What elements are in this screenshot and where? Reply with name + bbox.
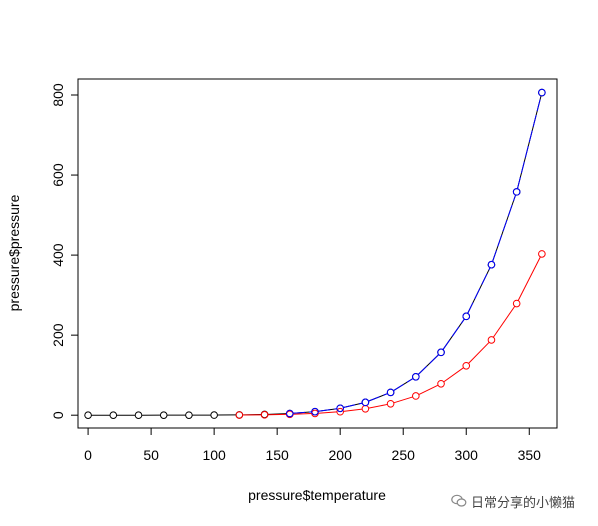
data-point <box>235 411 244 419</box>
data-point <box>361 398 370 407</box>
series-line-segment <box>293 411 312 414</box>
watermark-text: 日常分享的小懒猫 <box>471 495 576 511</box>
data-point <box>260 411 269 419</box>
data-point <box>487 336 496 344</box>
data-point <box>210 411 218 419</box>
data-point <box>361 404 370 413</box>
series-1 <box>84 88 546 419</box>
x-tick-label: 250 <box>392 447 416 463</box>
x-tick-label: 200 <box>329 447 353 463</box>
x-tick-label: 150 <box>265 447 289 463</box>
data-point <box>386 399 395 408</box>
data-point <box>462 361 471 370</box>
series-line-segment <box>318 411 337 414</box>
y-tick-label: 600 <box>50 163 66 187</box>
series-line-segment <box>343 402 363 409</box>
series-line-segment <box>418 384 439 395</box>
x-tick-label: 0 <box>84 447 92 463</box>
data-point <box>134 411 143 419</box>
x-tick-label: 300 <box>455 447 479 463</box>
data-point <box>437 348 445 357</box>
data-point <box>412 372 420 381</box>
data-point <box>512 299 521 308</box>
data-point <box>84 411 92 419</box>
series-line-segment <box>368 393 388 402</box>
data-point <box>437 379 445 388</box>
watermark: 日常分享的小懒猫 <box>451 492 576 511</box>
y-axis: 0 200 400 600 800 <box>50 83 79 419</box>
series-line-segment <box>492 194 517 262</box>
plot-frame <box>77 78 558 429</box>
series-layer <box>84 88 546 419</box>
series-line-segment <box>442 318 465 350</box>
data-point <box>285 409 294 418</box>
y-axis-label: pressure$pressure <box>6 194 22 311</box>
data-point <box>336 407 344 416</box>
series-line-segment <box>516 95 542 189</box>
series-line-segment <box>468 341 490 364</box>
series-line-segment <box>517 256 541 301</box>
series-line-segment <box>417 354 440 375</box>
series-line-segment <box>318 408 337 412</box>
data-point <box>487 260 496 269</box>
data-point <box>538 88 546 97</box>
series-line-segment <box>343 408 363 412</box>
data-point <box>311 407 319 416</box>
series-2 <box>235 250 546 419</box>
series-line-segment <box>393 396 413 404</box>
series-3 <box>285 88 546 418</box>
series-line-segment <box>467 267 491 314</box>
data-point <box>412 392 420 400</box>
series-line-segment <box>368 403 388 409</box>
series-line-segment <box>293 413 312 415</box>
data-point <box>538 250 546 258</box>
x-tick-label: 350 <box>518 447 542 463</box>
x-tick-label: 100 <box>202 447 226 463</box>
y-tick-label: 400 <box>50 243 66 267</box>
wechat-icon <box>451 494 467 507</box>
data-point <box>386 388 395 397</box>
x-axis-label: pressure$temperature <box>248 487 386 503</box>
data-point <box>185 411 193 419</box>
series-line-segment <box>393 378 414 392</box>
x-axis: 0 50 100 150 200 250 300 350 <box>84 427 542 463</box>
series-line-segment <box>492 305 516 338</box>
y-tick-label: 800 <box>50 83 66 107</box>
data-point <box>159 411 168 419</box>
x-tick-label: 50 <box>143 447 159 463</box>
y-tick-label: 0 <box>50 411 66 419</box>
data-point <box>462 312 471 321</box>
data-point <box>109 411 118 419</box>
data-point <box>512 188 521 196</box>
series-line-segment <box>443 367 464 383</box>
y-tick-label: 200 <box>50 323 66 347</box>
data-point <box>336 404 344 413</box>
